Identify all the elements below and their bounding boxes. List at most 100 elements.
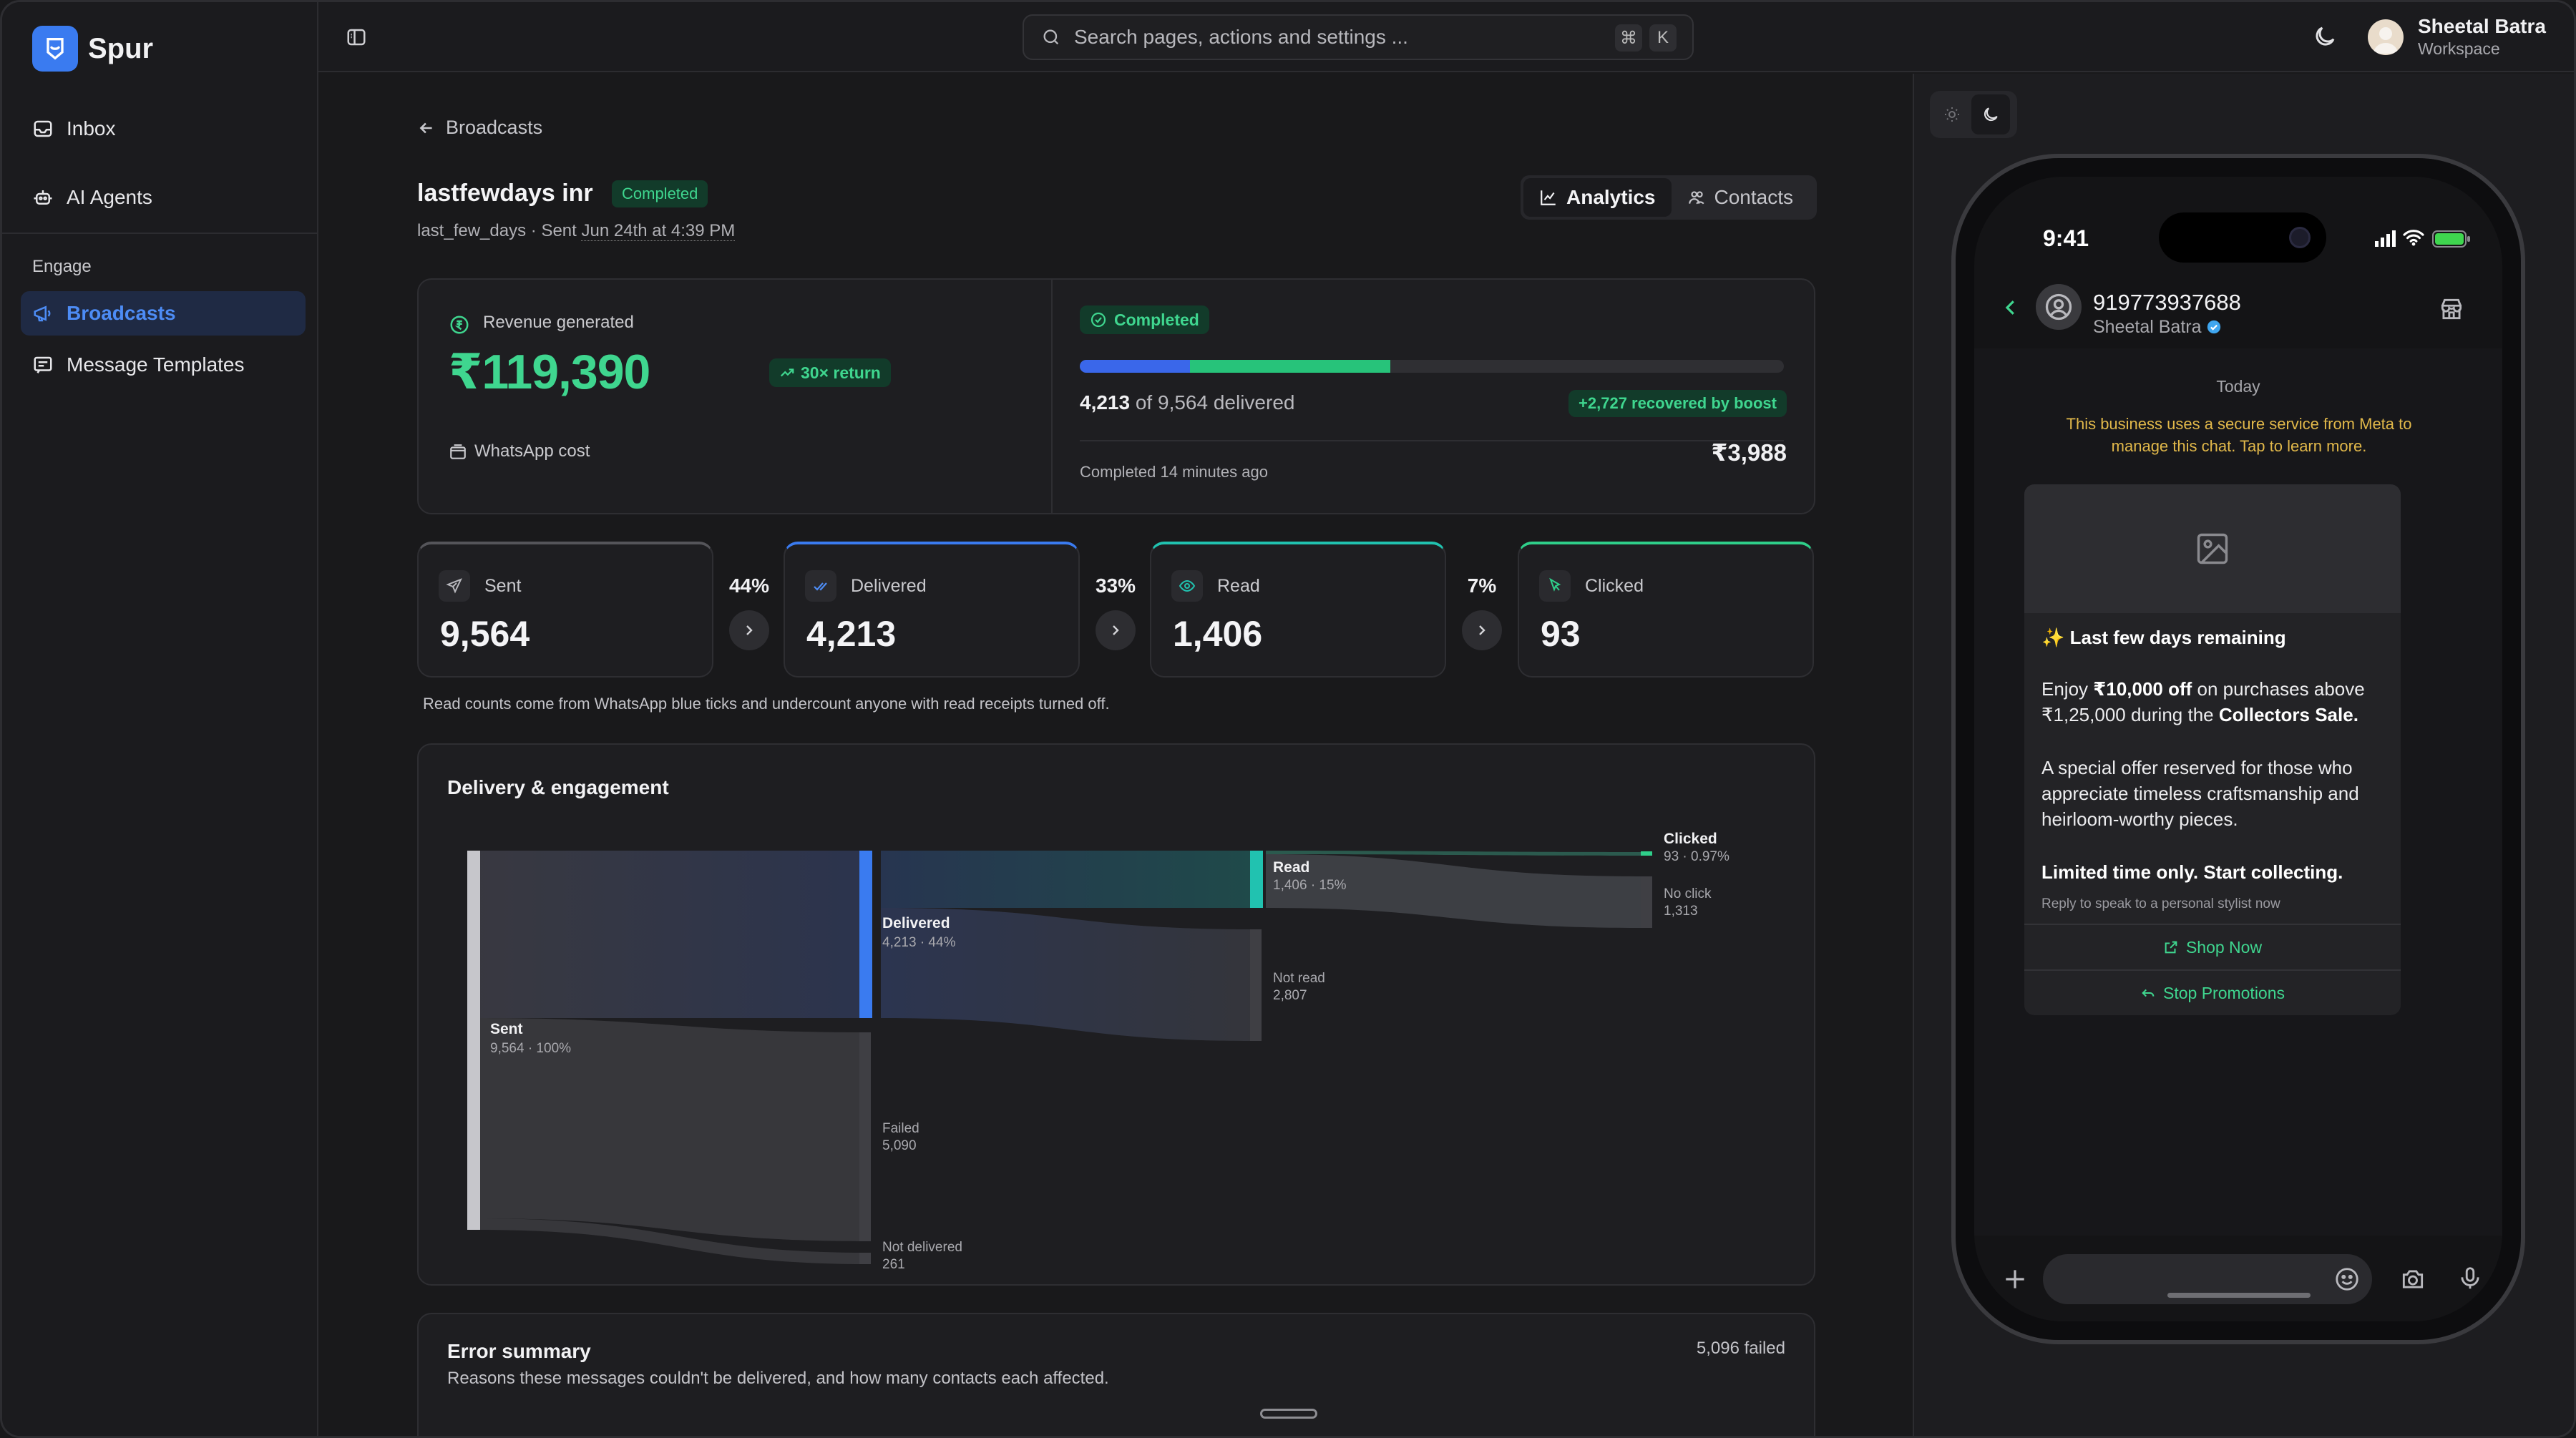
brand-logo[interactable]: Spur xyxy=(32,26,153,72)
contact-name: Sheetal Batra xyxy=(2093,317,2222,338)
read-receipts-note: Read counts come from WhatsApp blue tick… xyxy=(423,695,1110,713)
status-time: 9:41 xyxy=(2043,225,2089,251)
sent-label: Sent xyxy=(541,221,577,240)
brand-name: Spur xyxy=(88,32,154,64)
tab-contacts[interactable]: Contacts xyxy=(1672,178,1810,217)
stat-label: Sent xyxy=(484,576,522,596)
sankey-title: Delivery & engagement xyxy=(447,776,669,798)
node-not-read[interactable] xyxy=(1250,929,1262,1041)
message-divider xyxy=(2024,924,2401,925)
broadcast-detail: Broadcasts lastfewdays inr Completed las… xyxy=(318,74,1913,1436)
stat-card-read: Read 1,406 xyxy=(1150,542,1446,678)
conversion-delivered-read: 33% xyxy=(1095,574,1136,597)
detail-read: 1,406 · 15% xyxy=(1273,878,1347,893)
node-delivered[interactable] xyxy=(859,851,872,1018)
detail-not-read: 2,807 xyxy=(1273,988,1307,1003)
camera-icon[interactable] xyxy=(2399,1266,2426,1293)
user-avatar[interactable] xyxy=(2368,19,2404,55)
plus-icon[interactable] xyxy=(2001,1266,2029,1293)
delivery-progress-bar xyxy=(1080,360,1784,373)
summary-inner-divider xyxy=(1080,440,1784,441)
shop-now-button[interactable]: Shop Now xyxy=(2024,925,2401,969)
completed-pill-label: Completed xyxy=(1114,310,1199,329)
sidebar-toggle-icon[interactable] xyxy=(346,26,367,48)
tab-analytics[interactable]: Analytics xyxy=(1523,178,1672,217)
user-name[interactable]: Sheetal Batra xyxy=(2418,15,2546,37)
delivered-count: 4,213 xyxy=(1080,391,1131,414)
p1-b: ₹10,000 off xyxy=(2093,678,2192,700)
stop-promotions-button[interactable]: Stop Promotions xyxy=(2024,971,2401,1015)
detail-failed: 5,090 xyxy=(882,1138,917,1153)
detail-clicked: 93 · 0.97% xyxy=(1664,849,1729,864)
preview-theme-toggle xyxy=(1930,91,2017,138)
theme-moon-icon[interactable] xyxy=(2312,24,2338,49)
node-failed[interactable] xyxy=(859,1032,871,1241)
error-summary-subtitle: Reasons these messages couldn't be deliv… xyxy=(447,1369,1109,1388)
signal-icon xyxy=(2375,230,2396,247)
chevron-right-icon[interactable] xyxy=(729,610,769,650)
stat-value: 93 xyxy=(1541,614,1581,654)
trend-up-icon xyxy=(780,368,794,377)
label-sent: Sent xyxy=(490,1021,523,1037)
microphone-icon[interactable] xyxy=(2457,1264,2484,1293)
node-sent[interactable] xyxy=(467,851,480,1230)
external-link-icon xyxy=(2165,941,2177,954)
emoji-icon[interactable] xyxy=(2333,1266,2361,1293)
conversion-sent-delivered: 44% xyxy=(728,574,770,597)
shop-now-label: Shop Now xyxy=(2185,937,2263,957)
completed-pill: Completed xyxy=(1080,305,1209,334)
search-bar[interactable]: Search pages, actions and settings ... ⌘… xyxy=(1023,14,1694,60)
back-link[interactable]: Broadcasts xyxy=(417,117,542,139)
flow-delivered-read xyxy=(881,851,1254,908)
moon-icon[interactable] xyxy=(1971,94,2010,134)
node-no-click[interactable] xyxy=(1641,876,1652,928)
message-paragraph-1: Enjoy ₹10,000 off on purchases above ₹1,… xyxy=(2041,676,2392,728)
resize-handle[interactable] xyxy=(1260,1409,1317,1419)
megaphone-icon xyxy=(34,305,51,322)
message-heading: ✨ Last few days remaining xyxy=(2041,627,2286,648)
message-divider xyxy=(2024,969,2401,971)
p1-d: Collectors Sale. xyxy=(2218,704,2358,725)
page-title: lastfewdays inr xyxy=(417,180,593,207)
chevron-left-icon[interactable] xyxy=(2000,297,2021,318)
sidebar-item-message-templates[interactable]: Message Templates xyxy=(21,343,306,387)
delivery-engagement-card: Delivery & engagement xyxy=(417,743,1815,1286)
label-read: Read xyxy=(1273,859,1309,876)
template-name: last_few_days xyxy=(417,221,527,240)
contact-avatar[interactable] xyxy=(2036,284,2082,330)
tab-label: Analytics xyxy=(1566,186,1656,208)
secure-service-notice[interactable]: This business uses a secure service from… xyxy=(2066,415,2412,455)
chevron-right-icon[interactable] xyxy=(1096,610,1136,650)
error-summary-title: Error summary xyxy=(447,1340,591,1362)
stat-label: Clicked xyxy=(1585,576,1644,596)
revenue-label: Revenue generated xyxy=(483,313,634,332)
broadcast-meta: last_few_days · Sent Jun 24th at 4:39 PM xyxy=(417,221,736,241)
chevron-right-icon[interactable] xyxy=(1462,610,1502,650)
sidebar-item-inbox[interactable]: Inbox xyxy=(21,107,306,151)
summary-divider xyxy=(1051,280,1053,514)
label-delivered: Delivered xyxy=(882,915,950,931)
detail-no-click: 1,313 xyxy=(1664,904,1698,919)
chart-line-icon xyxy=(1541,190,1556,205)
node-not-delivered[interactable] xyxy=(859,1253,871,1264)
label-failed: Failed xyxy=(882,1121,919,1136)
flow-sent-delivered xyxy=(476,851,869,1018)
sidebar: Spur Inbox AI Agents Engage Broadcasts M… xyxy=(2,2,318,1436)
node-read[interactable] xyxy=(1250,851,1263,908)
node-clicked[interactable] xyxy=(1641,851,1652,856)
sidebar-item-broadcasts[interactable]: Broadcasts xyxy=(21,291,306,336)
tab-label: Contacts xyxy=(1714,186,1794,208)
whatsapp-cost-label: WhatsApp cost xyxy=(474,441,590,461)
phone-screen: 9:41 919773937688 Sheetal Batra Today Th… xyxy=(1974,177,2502,1321)
sent-date: Jun 24th at 4:39 PM xyxy=(581,221,736,241)
sankey-chart: Sent 9,564 · 100% Delivered 4,213 · 44% … xyxy=(467,831,1729,1272)
message-preview-panel: 9:41 919773937688 Sheetal Batra Today Th… xyxy=(1913,74,2574,1436)
revenue-icon xyxy=(450,316,469,334)
users-icon xyxy=(1688,191,1704,205)
user-workspace: Workspace xyxy=(2418,39,2500,58)
store-icon[interactable] xyxy=(2438,295,2465,323)
sun-icon[interactable] xyxy=(1933,94,1971,134)
detail-not-delivered: 261 xyxy=(882,1257,905,1272)
sidebar-item-ai-agents[interactable]: AI Agents xyxy=(21,175,306,220)
message-paragraph-3: Limited time only. Start collecting. xyxy=(2041,861,2343,883)
